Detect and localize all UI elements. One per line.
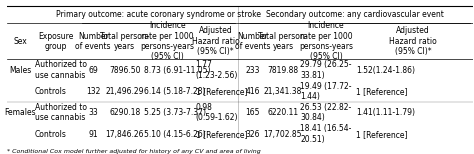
Text: Incidence
rate per 1000
persons-years
(95% CI): Incidence rate per 1000 persons-years (9… [299,21,353,61]
Text: 0.98
(0.59-1.62): 0.98 (0.59-1.62) [196,103,238,122]
Text: Number
of events: Number of events [235,32,270,51]
Text: 132: 132 [86,87,100,96]
Text: 17,846.26: 17,846.26 [105,130,144,139]
Text: 19.49 (17.72-
1.44): 19.49 (17.72- 1.44) [301,82,352,101]
Text: 17,702.85: 17,702.85 [264,130,302,139]
Text: 233: 233 [246,65,260,75]
Text: Controls: Controls [35,130,67,139]
Text: Total person-
years: Total person- years [258,32,308,51]
Text: 26.53 (22.82-
30.84): 26.53 (22.82- 30.84) [301,103,352,122]
Text: 1 [Reference]: 1 [Reference] [196,87,247,96]
Text: Sex: Sex [13,37,27,46]
Text: 8.73 (6.91-11.05): 8.73 (6.91-11.05) [145,65,211,75]
Text: 6.14 (5.18-7.28): 6.14 (5.18-7.28) [145,87,206,96]
Text: 1.52(1.24-1.86): 1.52(1.24-1.86) [356,65,415,75]
Text: Primary outcome: acute coronary syndrome or stroke: Primary outcome: acute coronary syndrome… [56,10,261,19]
Text: 1 [Reference]: 1 [Reference] [196,130,247,139]
Text: 21,341.38: 21,341.38 [264,87,302,96]
Text: 416: 416 [246,87,260,96]
Text: 29.79 (26.25-
33.81): 29.79 (26.25- 33.81) [301,60,352,80]
Text: 5.25 (3.73-7.37): 5.25 (3.73-7.37) [145,108,206,117]
Text: Adjusted
Hazard ratio
(95% CI)*: Adjusted Hazard ratio (95% CI)* [191,26,239,56]
Text: 21,496.29: 21,496.29 [105,87,144,96]
Text: 165: 165 [246,108,260,117]
Text: 7896.50: 7896.50 [109,65,140,75]
Text: 69: 69 [88,65,98,75]
Text: Incidence
rate per 1000
persons-years
(95% CI): Incidence rate per 1000 persons-years (9… [141,21,195,61]
Text: Number
of events: Number of events [75,32,111,51]
Text: Authorized to
use cannabis: Authorized to use cannabis [35,60,87,80]
Text: 5.10 (4.15-6.26): 5.10 (4.15-6.26) [145,130,206,139]
Text: Authorized to
use cannabis: Authorized to use cannabis [35,103,87,122]
Text: 1 [Reference]: 1 [Reference] [356,130,408,139]
Text: 91: 91 [89,130,98,139]
Text: Controls: Controls [35,87,67,96]
Text: Exposure
group: Exposure group [38,32,73,51]
Text: 6220.11: 6220.11 [267,108,299,117]
Text: Total person-
years: Total person- years [100,32,149,51]
Text: 7819.88: 7819.88 [267,65,299,75]
Text: Adjusted
Hazard ratio
(95% CI)*: Adjusted Hazard ratio (95% CI)* [389,26,437,56]
Text: 33: 33 [88,108,98,117]
Text: * Conditional Cox model further adjusted for history of any CV and area of livin: * Conditional Cox model further adjusted… [7,149,261,154]
Text: Males: Males [9,65,31,75]
Text: 326: 326 [246,130,260,139]
Text: 6290.18: 6290.18 [109,108,140,117]
Text: 1.77
(1.23-2.56): 1.77 (1.23-2.56) [196,60,238,80]
Text: 1 [Reference]: 1 [Reference] [356,87,408,96]
Text: 18.41 (16.54-
20.51): 18.41 (16.54- 20.51) [301,124,352,144]
Text: Secondary outcome: any cardiovascular event: Secondary outcome: any cardiovascular ev… [266,10,444,19]
Text: Females: Females [4,108,36,117]
Text: 1.41(1.11-1.79): 1.41(1.11-1.79) [356,108,415,117]
